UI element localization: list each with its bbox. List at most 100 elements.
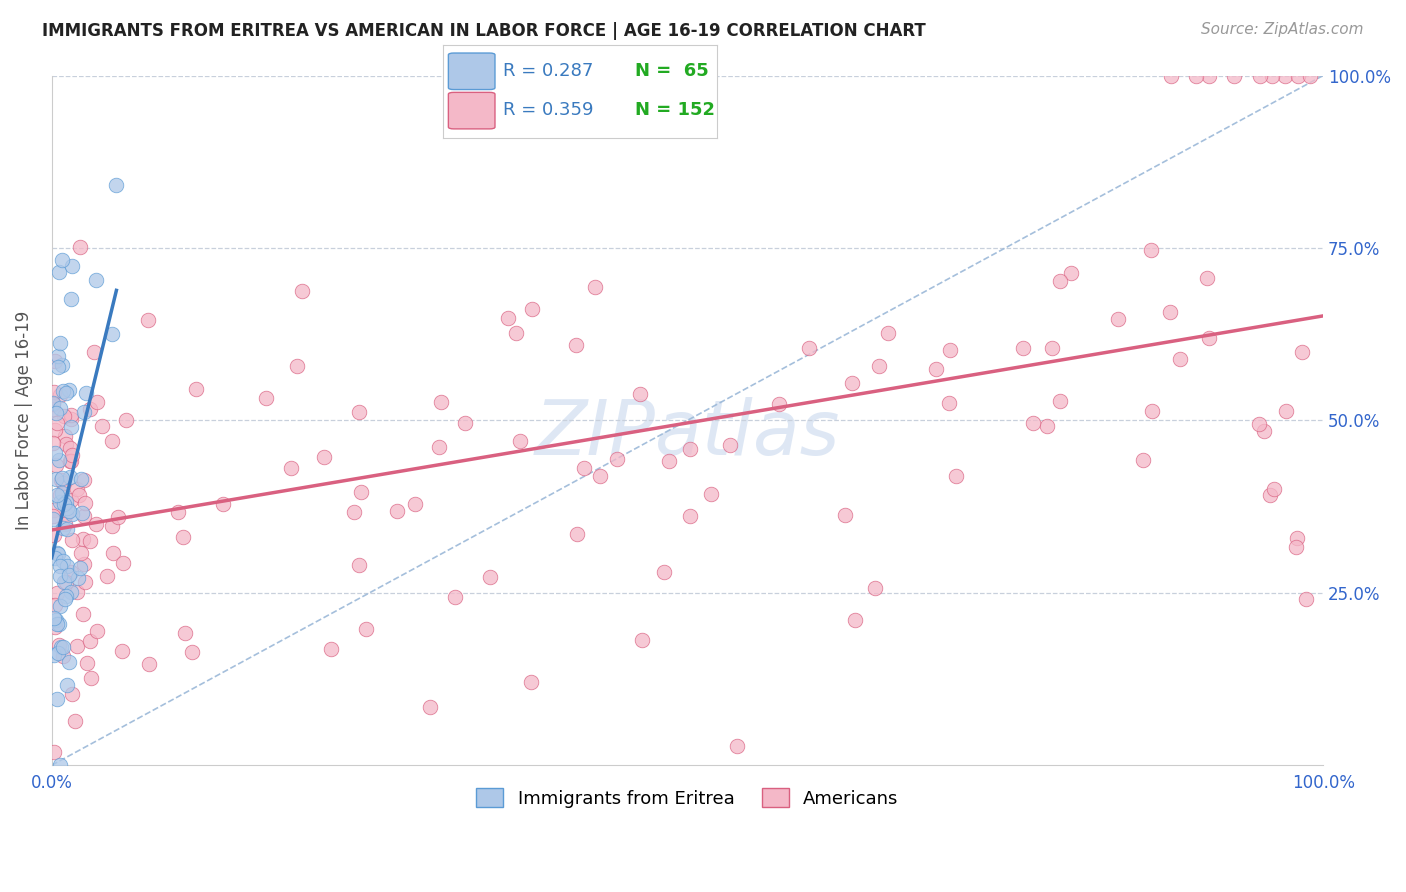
Point bbox=[49, 388, 72, 402]
Point bbox=[60, 292, 83, 306]
Point bbox=[939, 343, 962, 358]
Point bbox=[46, 349, 69, 363]
Point bbox=[49, 494, 72, 508]
Point bbox=[42, 402, 65, 417]
Point bbox=[567, 527, 589, 541]
Point bbox=[1060, 266, 1083, 280]
Point bbox=[1295, 592, 1317, 607]
Point bbox=[52, 497, 75, 511]
Point bbox=[1035, 419, 1057, 434]
Point bbox=[419, 700, 441, 714]
Point bbox=[42, 509, 65, 524]
Point bbox=[444, 590, 467, 604]
Point bbox=[73, 508, 96, 523]
FancyBboxPatch shape bbox=[449, 93, 495, 129]
Point bbox=[49, 758, 72, 772]
Point bbox=[1022, 416, 1045, 430]
Point bbox=[48, 617, 70, 632]
Point bbox=[42, 512, 65, 526]
Point bbox=[49, 473, 72, 487]
Point bbox=[868, 359, 890, 373]
Point bbox=[347, 558, 370, 572]
Point bbox=[1195, 271, 1218, 285]
Point bbox=[1285, 540, 1308, 554]
Point bbox=[46, 360, 69, 375]
Point bbox=[103, 546, 125, 560]
Point bbox=[1012, 341, 1035, 355]
Point bbox=[768, 397, 790, 411]
Point bbox=[84, 273, 107, 287]
Point bbox=[42, 611, 65, 625]
Point bbox=[114, 413, 136, 427]
Point bbox=[44, 598, 66, 612]
Point bbox=[60, 492, 83, 507]
Point bbox=[583, 280, 606, 294]
Point bbox=[1253, 424, 1275, 438]
Point bbox=[1223, 69, 1246, 83]
Point bbox=[834, 508, 856, 523]
Point bbox=[53, 574, 76, 589]
Point bbox=[79, 401, 101, 416]
Point bbox=[1261, 69, 1284, 83]
Point bbox=[350, 484, 373, 499]
Point bbox=[45, 546, 67, 560]
Point bbox=[1275, 404, 1298, 418]
Text: IMMIGRANTS FROM ERITREA VS AMERICAN IN LABOR FORCE | AGE 16-19 CORRELATION CHART: IMMIGRANTS FROM ERITREA VS AMERICAN IN L… bbox=[42, 22, 927, 40]
Point bbox=[83, 345, 105, 359]
Point bbox=[44, 745, 66, 759]
Text: R = 0.359: R = 0.359 bbox=[503, 101, 593, 120]
Point bbox=[60, 453, 83, 467]
Point bbox=[53, 591, 76, 606]
Point bbox=[1040, 341, 1063, 355]
Point bbox=[53, 429, 76, 443]
Point bbox=[349, 405, 371, 419]
Point bbox=[111, 643, 134, 657]
Point bbox=[136, 312, 159, 326]
Point bbox=[52, 554, 75, 568]
Point bbox=[59, 469, 82, 483]
Legend: Immigrants from Eritrea, Americans: Immigrants from Eritrea, Americans bbox=[470, 781, 905, 814]
Point bbox=[51, 358, 73, 372]
Point bbox=[55, 589, 77, 603]
Text: ZIPatlas: ZIPatlas bbox=[534, 397, 841, 471]
Point bbox=[658, 453, 681, 467]
Point bbox=[76, 656, 98, 670]
Text: Source: ZipAtlas.com: Source: ZipAtlas.com bbox=[1201, 22, 1364, 37]
Point bbox=[90, 418, 112, 433]
Point bbox=[718, 438, 741, 452]
Point bbox=[49, 401, 72, 416]
Point bbox=[45, 613, 67, 627]
Point bbox=[589, 468, 612, 483]
Point bbox=[42, 503, 65, 517]
Point bbox=[174, 625, 197, 640]
Point bbox=[652, 565, 675, 579]
Point bbox=[59, 454, 82, 468]
Point bbox=[1049, 394, 1071, 409]
Point bbox=[1132, 453, 1154, 467]
Point bbox=[606, 452, 628, 467]
Point bbox=[1185, 69, 1208, 83]
Point bbox=[72, 557, 94, 571]
Point bbox=[479, 570, 502, 584]
Point bbox=[86, 394, 108, 409]
Point bbox=[865, 581, 887, 595]
Point bbox=[44, 446, 66, 460]
Point bbox=[797, 341, 820, 355]
Point bbox=[291, 284, 314, 298]
Point bbox=[45, 416, 67, 430]
Point bbox=[42, 385, 65, 400]
Point bbox=[1291, 344, 1313, 359]
Point bbox=[55, 494, 77, 508]
Point bbox=[46, 586, 69, 600]
Point bbox=[46, 616, 69, 631]
Point bbox=[55, 385, 77, 400]
Point bbox=[60, 584, 83, 599]
Point bbox=[51, 486, 73, 500]
Point bbox=[42, 396, 65, 410]
Point bbox=[67, 571, 90, 585]
Point bbox=[725, 739, 748, 753]
Point bbox=[45, 406, 67, 420]
Point bbox=[496, 311, 519, 326]
Point bbox=[628, 387, 651, 401]
Point bbox=[938, 396, 960, 410]
